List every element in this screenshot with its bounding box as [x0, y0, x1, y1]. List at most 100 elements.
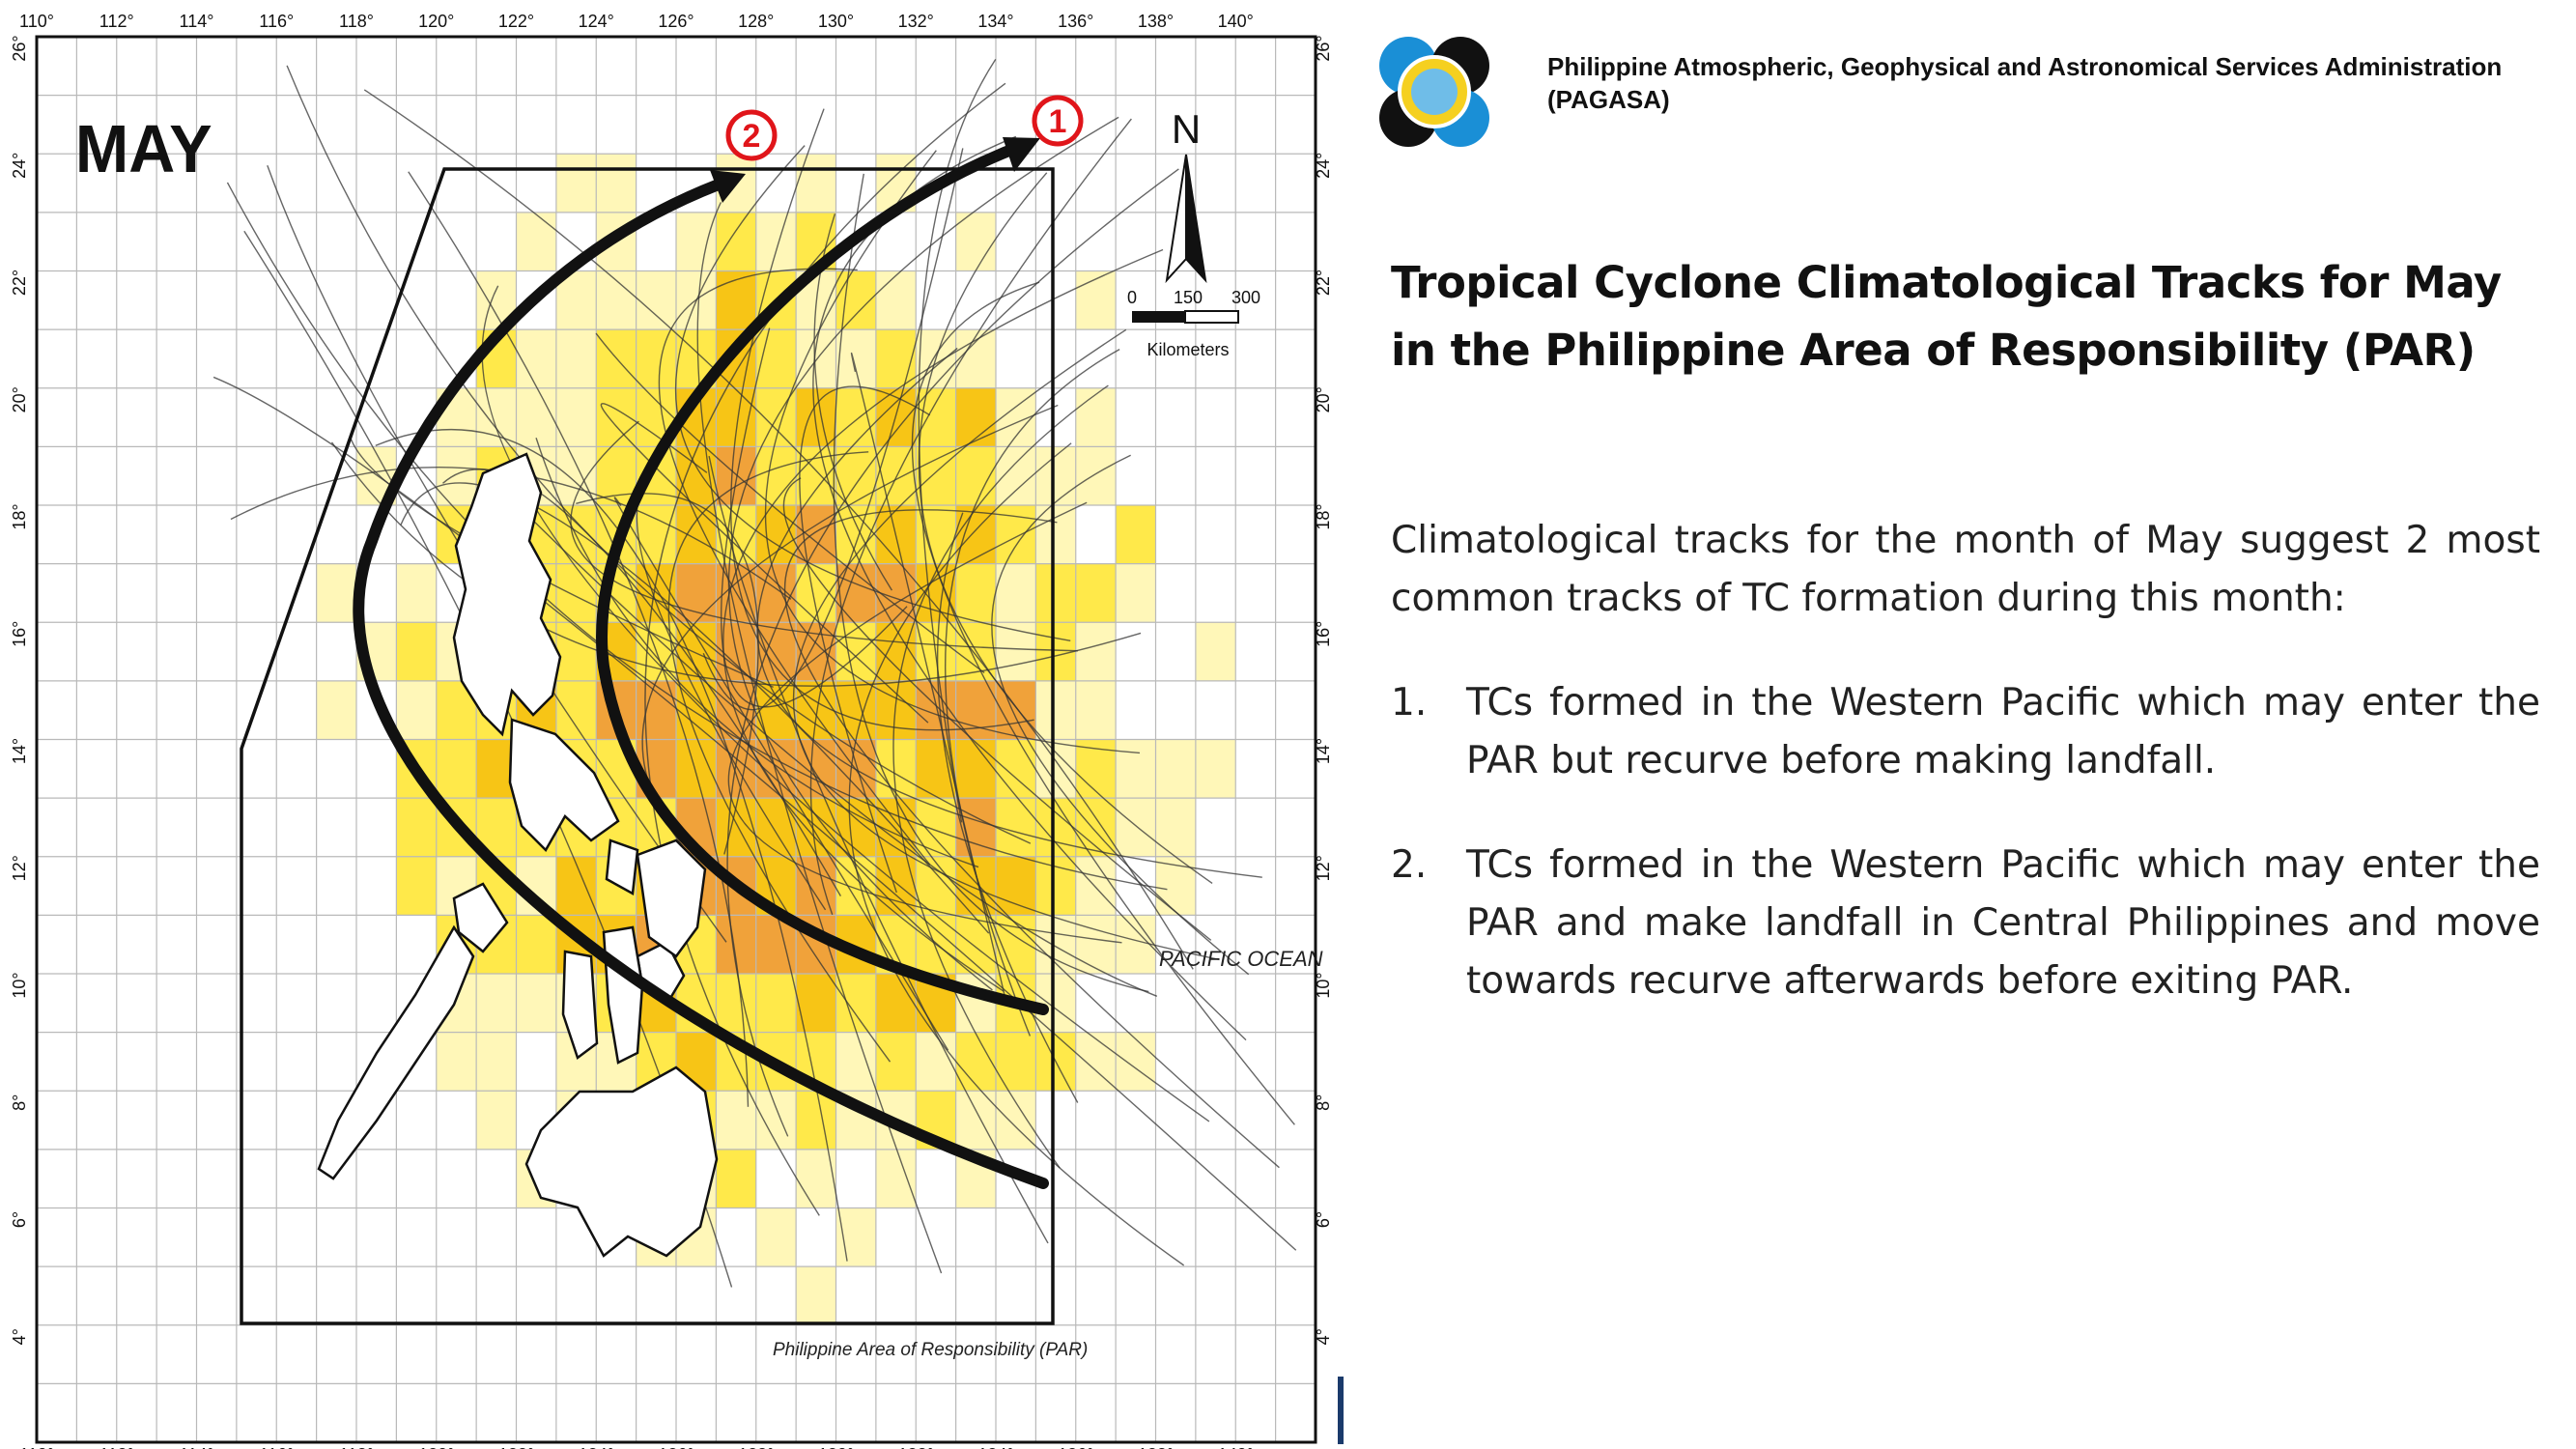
- frequency-cell: [796, 387, 836, 447]
- frequency-cell: [835, 387, 876, 447]
- lat-tick-left: 20°: [10, 386, 29, 412]
- lon-tick-top: 138°: [1138, 12, 1174, 31]
- frequency-cell: [875, 270, 917, 330]
- lat-tick-right: 14°: [1314, 738, 1333, 764]
- track-list-item-2: 2. TCs formed in the Western Pacific whi…: [1391, 837, 2540, 1010]
- lat-tick-right: 12°: [1314, 855, 1333, 881]
- lon-tick-bottom: 116°: [259, 1445, 294, 1449]
- lat-tick-left: 16°: [10, 621, 29, 647]
- frequency-cell: [996, 563, 1036, 623]
- frequency-cell: [755, 1091, 797, 1150]
- frequency-cell: [1155, 798, 1196, 857]
- track-marker-2: 2: [725, 109, 778, 161]
- frequency-cell: [1116, 739, 1156, 799]
- par-label: Philippine Area of Responsibility (PAR): [773, 1340, 1088, 1360]
- lat-tick-right: 4°: [1314, 1328, 1333, 1345]
- frequency-cell: [835, 329, 876, 388]
- lat-tick-right: 24°: [1314, 153, 1333, 179]
- frequency-cell: [1075, 680, 1117, 740]
- slide-title: Tropical Cyclone Climatological Tracks f…: [1391, 249, 2550, 384]
- track-list-text-2: TCs formed in the Western Pacific which …: [1466, 843, 2540, 1003]
- frequency-cell: [1035, 739, 1076, 799]
- lon-tick-bottom: 126°: [658, 1445, 694, 1449]
- lat-tick-left: 14°: [10, 738, 29, 764]
- frequency-cell: [1116, 505, 1156, 564]
- frequency-cell: [996, 798, 1036, 857]
- frequency-cell: [516, 915, 556, 974]
- lat-tick-right: 10°: [1314, 972, 1333, 998]
- frequency-cell: [1035, 915, 1076, 974]
- frequency-cell: [716, 1149, 756, 1208]
- frequency-cell: [1075, 1032, 1117, 1092]
- frequency-cell: [955, 1091, 996, 1150]
- frequency-cell: [716, 974, 756, 1033]
- agency-header: Philippine Atmospheric, Geophysical and …: [1372, 29, 2560, 164]
- lon-tick-bottom: 132°: [898, 1445, 934, 1449]
- frequency-cell: [996, 505, 1036, 564]
- frequency-cell: [716, 446, 756, 505]
- frequency-cell: [396, 563, 437, 623]
- lon-tick-bottom: 140°: [1218, 1445, 1254, 1449]
- frequency-cell: [436, 1032, 477, 1092]
- frequency-cell: [796, 1266, 836, 1325]
- lat-tick-left: 8°: [10, 1094, 29, 1111]
- lon-tick-bottom: 114°: [180, 1445, 214, 1449]
- slide-title-line2: in the Philippine Area of Responsibility…: [1391, 325, 2476, 376]
- lat-tick-right: 22°: [1314, 270, 1333, 296]
- frequency-cell: [996, 1032, 1036, 1092]
- frequency-cell: [796, 974, 836, 1033]
- par-boundary: [240, 167, 1055, 1325]
- frequency-cell: [796, 154, 836, 213]
- frequency-cell: [755, 1208, 797, 1267]
- lon-tick-bottom: 110°: [19, 1445, 54, 1449]
- frequency-cell: [676, 622, 717, 681]
- lon-tick-top: 126°: [658, 12, 694, 31]
- frequency-cell: [835, 974, 876, 1033]
- lon-tick-top: 124°: [579, 12, 614, 31]
- frequency-cell: [875, 329, 917, 388]
- lon-tick-top: 114°: [180, 12, 214, 31]
- intro-paragraph: Climatological tracks for the month of M…: [1391, 519, 2540, 620]
- frequency-cell: [1035, 563, 1076, 623]
- frequency-cell: [636, 329, 676, 388]
- frequency-cell: [555, 622, 597, 681]
- lat-tick-right: 16°: [1314, 621, 1333, 647]
- lon-tick-top: 122°: [498, 12, 534, 31]
- frequency-cell: [916, 563, 956, 623]
- frequency-cell: [1075, 387, 1117, 447]
- philippines-outline: [317, 452, 719, 1258]
- frequency-cell: [716, 212, 756, 271]
- frequency-cell: [916, 856, 956, 916]
- frequency-cell: [1075, 622, 1117, 681]
- north-label: N: [1172, 106, 1201, 152]
- frequency-cell: [955, 212, 996, 271]
- frequency-cell: [1035, 680, 1076, 740]
- frequency-cell: [396, 798, 437, 857]
- frequency-cell: [1116, 798, 1156, 857]
- lat-tick-right: 20°: [1314, 386, 1333, 412]
- slide-title-line1: Tropical Cyclone Climatological Tracks f…: [1391, 257, 2502, 308]
- frequency-cell: [1075, 856, 1117, 916]
- lon-tick-top: 134°: [977, 12, 1013, 31]
- frequency-cell: [676, 212, 717, 271]
- frequency-cell: [316, 563, 356, 623]
- frequency-cell: [996, 856, 1036, 916]
- lon-tick-top: 130°: [818, 12, 854, 31]
- frequency-cell: [716, 1091, 756, 1150]
- frequency-cell: [1035, 856, 1076, 916]
- frequency-cell: [676, 505, 717, 564]
- lon-tick-top: 118°: [339, 12, 374, 31]
- frequency-cell: [875, 1032, 917, 1092]
- track-list-number-1: 1.: [1391, 681, 1428, 724]
- lon-tick-top: 112°: [99, 12, 134, 31]
- lat-tick-left: 26°: [10, 35, 29, 61]
- track-marker-1: 1: [1032, 95, 1084, 147]
- lon-tick-bottom: 118°: [339, 1445, 374, 1449]
- frequency-cell: [835, 622, 876, 681]
- lon-tick-bottom: 128°: [738, 1445, 774, 1449]
- frequency-cell: [955, 387, 996, 447]
- frequency-cell: [516, 329, 556, 388]
- frequency-cell: [476, 387, 517, 447]
- frequency-cell: [476, 974, 517, 1033]
- lat-tick-right: 18°: [1314, 503, 1333, 529]
